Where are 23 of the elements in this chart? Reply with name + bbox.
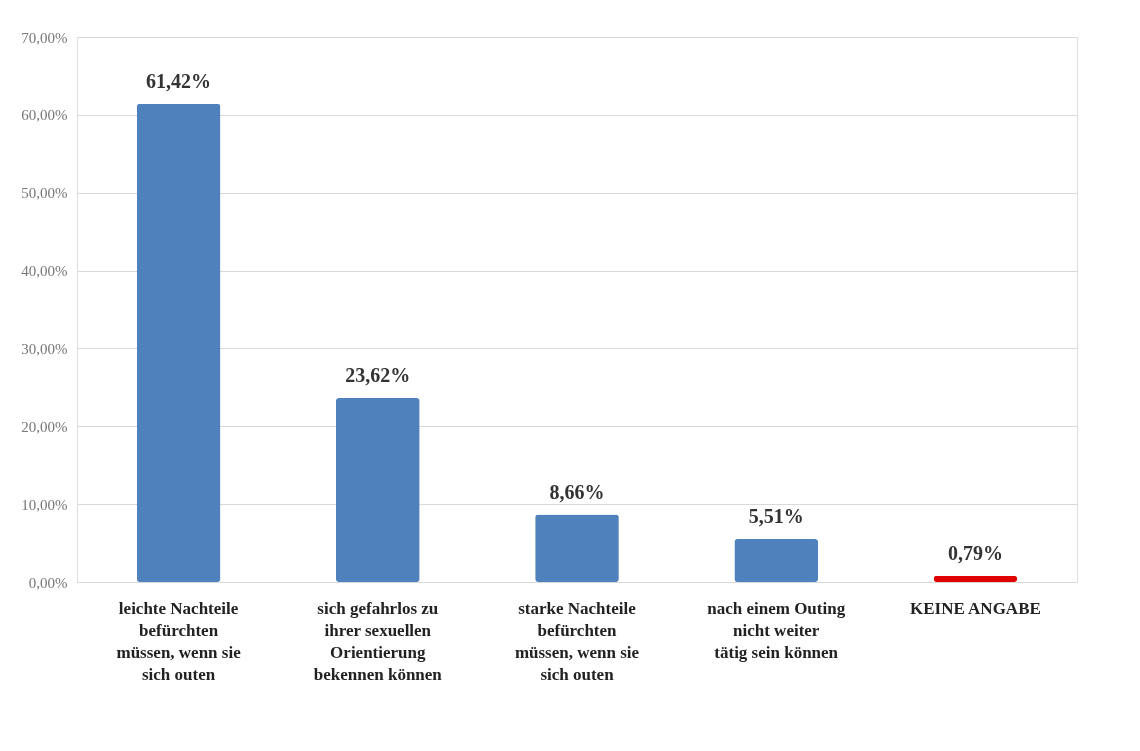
x-tick-label: leichte Nachteile befürchten müssen, wenn sie sich outen [116,598,242,684]
bar [734,539,819,582]
data-label: 0,79% [947,541,1003,564]
x-tick-label: sich gefahrlos zu ihrer sexuellen Orientierung bekennen können [313,598,443,684]
x-tick-label: starke Nachteile befürchten müssen, wenn sie sich outen [514,598,640,684]
data-label: 61,42% [146,69,212,92]
y-tick-label: 0,00% [28,574,68,591]
y-tick-label: 70,00% [21,29,68,46]
y-tick-label: 20,00% [21,418,68,435]
bar [136,103,221,582]
data-label: 8,66% [549,480,605,503]
y-tick-label: 50,00% [21,185,68,202]
y-tick-label: 10,00% [21,496,68,513]
bar [335,398,420,582]
data-label: 23,62% [345,364,411,387]
y-tick-label: 40,00% [21,263,68,280]
bar [933,575,1018,582]
x-tick-label: nach einem Outing nicht weiter tätig sein können [707,598,846,662]
bar [535,514,619,582]
data-label: 5,51% [748,505,804,528]
y-tick-label: 60,00% [21,107,68,124]
x-tick-label: KEINE ANGABE [909,598,1041,618]
y-tick-label: 30,00% [21,340,68,357]
